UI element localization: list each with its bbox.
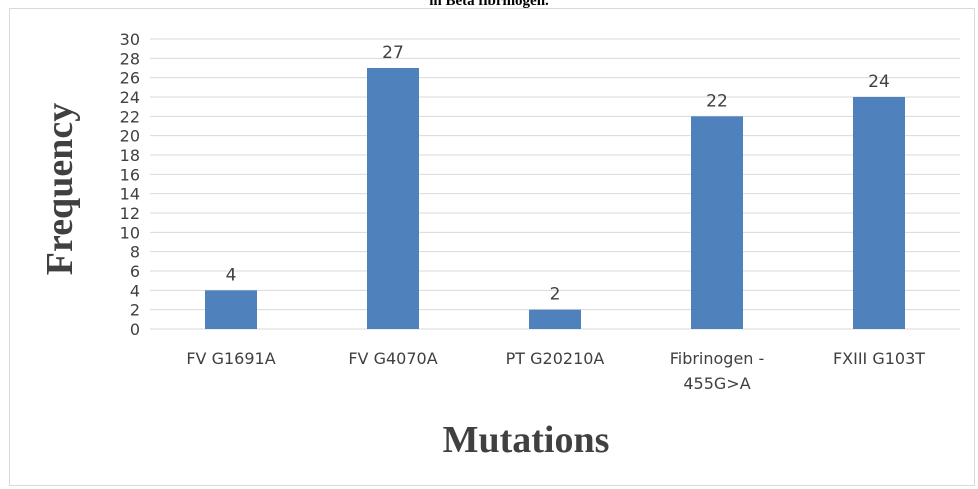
x-axis-categories: FV G1691A FV G4070A PT G20210A Fibrinogen -… <box>186 349 925 393</box>
y-tick-label-28: 28 <box>120 49 140 68</box>
chart-title: in Beta fibrinogen. <box>429 0 549 9</box>
bar-1 <box>205 290 257 329</box>
y-tick-label-26: 26 <box>120 69 140 88</box>
data-label-4: 22 <box>706 91 728 111</box>
data-label-5: 24 <box>868 72 890 92</box>
y-tick-label-8: 8 <box>130 243 140 262</box>
y-tick-label-22: 22 <box>120 107 140 126</box>
y-axis-title: Frequency <box>39 103 81 275</box>
y-tick-label-12: 12 <box>120 204 140 223</box>
bars <box>205 68 905 329</box>
y-tick-label-30: 30 <box>120 30 140 49</box>
category-label-3: PT G20210A <box>506 349 605 368</box>
bar-3 <box>529 309 581 329</box>
data-label-1: 4 <box>226 265 237 285</box>
chart-frame <box>9 8 975 486</box>
category-label-5: FXIII G103T <box>833 349 925 368</box>
y-tick-label-6: 6 <box>130 262 140 281</box>
y-tick-label-10: 10 <box>120 223 140 242</box>
y-tick-label-24: 24 <box>120 88 140 107</box>
y-tick-label-2: 2 <box>130 301 140 320</box>
bar-2 <box>367 68 419 329</box>
y-tick-label-0: 0 <box>130 320 140 339</box>
y-tick-label-14: 14 <box>120 185 140 204</box>
category-label-1: FV G1691A <box>186 349 275 368</box>
y-tick-label-20: 20 <box>120 127 140 146</box>
data-label-2: 27 <box>382 43 404 63</box>
y-tick-label-4: 4 <box>130 281 140 300</box>
x-axis-title: Mutations <box>443 419 610 461</box>
bar-4 <box>691 116 743 329</box>
category-label-2: FV G4070A <box>348 349 437 368</box>
gridlines <box>150 38 960 330</box>
y-tick-label-16: 16 <box>120 165 140 184</box>
data-label-3: 2 <box>550 285 561 305</box>
category-label-4: Fibrinogen -455G>A <box>670 349 765 393</box>
bar-5 <box>853 97 905 329</box>
y-tick-label-18: 18 <box>120 146 140 165</box>
